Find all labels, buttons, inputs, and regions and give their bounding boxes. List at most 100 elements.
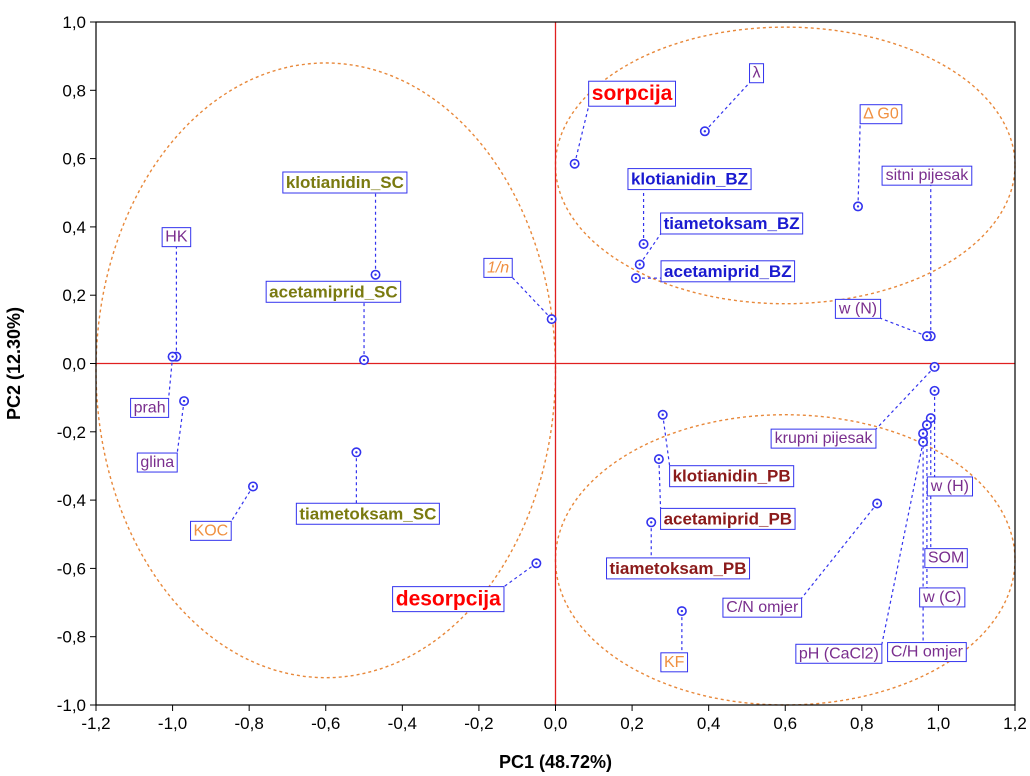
x-tick-label: -0,6 bbox=[311, 714, 340, 733]
y-tick-label: -0,2 bbox=[57, 423, 86, 442]
point-label-text: krupni pijesak bbox=[775, 430, 874, 447]
origin-cross-lines bbox=[96, 22, 1015, 705]
label-box bbox=[483, 257, 513, 278]
label-box bbox=[660, 212, 804, 235]
leader-lines bbox=[168, 82, 936, 653]
data-point-center bbox=[703, 130, 707, 133]
data-point-center bbox=[642, 242, 645, 246]
label-box bbox=[627, 168, 752, 191]
leader-line bbox=[704, 82, 750, 132]
point-label: glina bbox=[136, 452, 178, 473]
label-box bbox=[919, 587, 966, 608]
point-label-text: tiametoksam_BZ bbox=[664, 214, 800, 233]
data-point-center bbox=[933, 389, 936, 393]
data-point-center bbox=[929, 416, 932, 420]
y-tick-label: 0,4 bbox=[62, 218, 86, 237]
point-labels: HKprahglinaklotianidin_SCacetamiprid_SCt… bbox=[130, 63, 974, 673]
label-box bbox=[834, 298, 882, 319]
label-box bbox=[770, 428, 877, 449]
point-label-text: tiametoksam_SC bbox=[299, 504, 436, 523]
data-point-center bbox=[921, 440, 925, 444]
label-box bbox=[926, 476, 974, 497]
data-point-center bbox=[535, 562, 538, 565]
data-point-center bbox=[171, 355, 174, 358]
y-tick-label: 1,0 bbox=[62, 13, 86, 32]
point-label-text: λ bbox=[753, 65, 761, 82]
point-label: tiametoksam_BZ bbox=[660, 212, 804, 235]
x-tick-label: -0,8 bbox=[235, 714, 264, 733]
point-label: C/H omjer bbox=[887, 642, 967, 663]
point-label: HK bbox=[161, 227, 192, 248]
label-box bbox=[265, 280, 402, 303]
data-point-center bbox=[550, 317, 553, 321]
data-point-center bbox=[661, 413, 664, 416]
label-box bbox=[859, 104, 903, 125]
point-label-text: klotianidin_PB bbox=[673, 467, 791, 486]
y-tick-label: 0,6 bbox=[62, 150, 86, 169]
data-point-center bbox=[875, 502, 879, 505]
label-box bbox=[795, 643, 883, 664]
point-label-text: acetamiprid_BZ bbox=[664, 262, 792, 281]
label-box bbox=[881, 165, 973, 186]
y-tick-label: -0,4 bbox=[57, 491, 86, 510]
data-point-center bbox=[921, 432, 925, 435]
point-label-text: C/H omjer bbox=[891, 644, 964, 661]
point-label: sorpcija bbox=[588, 80, 677, 107]
label-box bbox=[660, 260, 796, 283]
leader-line bbox=[881, 441, 924, 645]
leader-line bbox=[857, 123, 861, 207]
data-point-center bbox=[680, 609, 684, 613]
x-tick-label: 1,0 bbox=[927, 714, 951, 733]
leader-line bbox=[176, 400, 185, 454]
point-label: klotianidin_BZ bbox=[627, 168, 752, 191]
point-label-text: acetamiprid_SC bbox=[269, 282, 398, 301]
point-label-text: klotianidin_SC bbox=[286, 173, 404, 192]
label-box bbox=[190, 520, 232, 541]
leader-line bbox=[662, 414, 671, 466]
point-label: w (N) bbox=[834, 298, 882, 319]
point-label-text: Δ G0 bbox=[863, 106, 899, 123]
point-label-text: SOM bbox=[928, 550, 964, 567]
data-point-center bbox=[650, 521, 653, 524]
point-label: w (C) bbox=[919, 587, 966, 608]
point-label: desorpcija bbox=[392, 586, 505, 613]
data-point-center bbox=[634, 276, 638, 280]
point-label-text: w (C) bbox=[922, 589, 961, 606]
label-box bbox=[660, 507, 796, 530]
point-label: acetamiprid_SC bbox=[265, 280, 402, 303]
point-label-text: w (N) bbox=[838, 300, 877, 317]
point-label-text: C/N omjer bbox=[726, 599, 799, 616]
y-tick-label: 0,2 bbox=[62, 286, 86, 305]
point-label: Δ G0 bbox=[859, 104, 903, 125]
leader-line bbox=[880, 317, 928, 337]
point-label-text: tiametoksam_PB bbox=[610, 559, 747, 578]
cluster-ellipse bbox=[95, 62, 557, 679]
axis-ticks: -1,2 -1,0 -0,8 -0,6 -0,4 -0,2 0,0 0,2 0,4 0,6 0,8 1… bbox=[57, 13, 1027, 733]
point-label-text: prah bbox=[134, 399, 166, 416]
point-label-text: w (H) bbox=[930, 478, 969, 495]
x-tick-label: -0,4 bbox=[388, 714, 417, 733]
y-tick-label: -0,6 bbox=[57, 559, 86, 578]
data-point-center bbox=[251, 485, 255, 488]
point-label-text: 1/n bbox=[487, 259, 509, 276]
label-box bbox=[669, 465, 795, 488]
point-label: acetamiprid_PB bbox=[660, 507, 796, 530]
point-label: acetamiprid_BZ bbox=[660, 260, 796, 283]
x-axis-title: PC1 (48.72%) bbox=[499, 752, 612, 772]
data-point-center bbox=[362, 358, 366, 362]
y-tick-label: 0,0 bbox=[62, 355, 86, 374]
point-label-text: KF bbox=[664, 654, 685, 671]
x-tick-label: 0,6 bbox=[773, 714, 797, 733]
point-label: 1/n bbox=[483, 257, 513, 278]
x-tick-label: 0,8 bbox=[850, 714, 874, 733]
point-label: C/N omjer bbox=[722, 597, 803, 618]
data-point-center bbox=[182, 399, 186, 403]
label-box bbox=[660, 652, 689, 673]
x-tick-label: 0,4 bbox=[697, 714, 721, 733]
point-label-text: desorpcija bbox=[396, 588, 501, 611]
label-box bbox=[749, 63, 765, 84]
data-point-center bbox=[925, 423, 929, 427]
label-box bbox=[392, 586, 505, 613]
x-tick-label: 0,2 bbox=[620, 714, 644, 733]
